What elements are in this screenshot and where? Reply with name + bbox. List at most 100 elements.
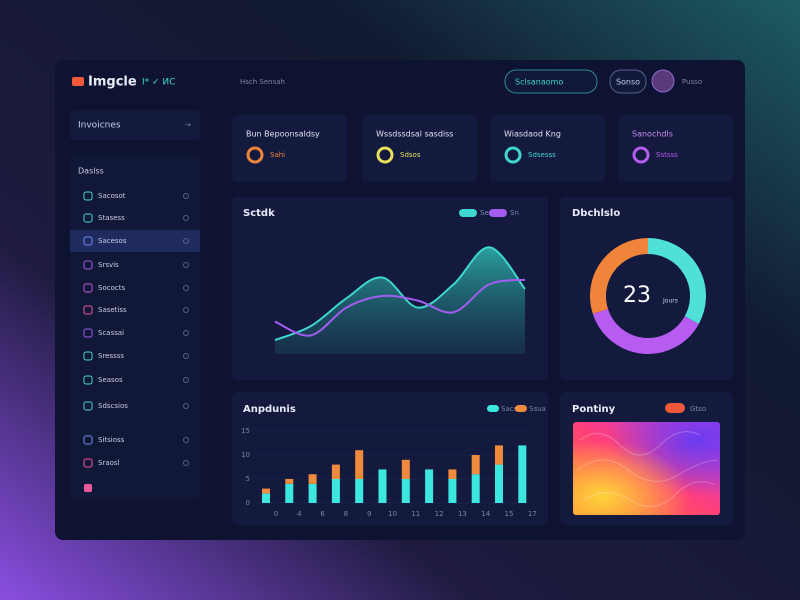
line-series (274, 246, 526, 342)
kpi-card[interactable] (618, 115, 733, 182)
y-tick-label: 5 (246, 475, 250, 483)
bar (308, 474, 317, 484)
search-text: Sclsanaomo (515, 78, 563, 87)
avatar[interactable] (651, 69, 675, 93)
logo-tail: I* ✓ ИС (142, 78, 175, 88)
nav-icon (83, 260, 93, 270)
x-tick-label: 15 (505, 510, 514, 518)
sidebar-top-text: Invoicnes (78, 121, 121, 131)
legend-label: Sn (510, 209, 519, 217)
x-tick-label: 0 (274, 510, 278, 518)
kpi-value: Sdsesss (528, 151, 556, 159)
kpi-title: Wiasdaod Kng (504, 130, 561, 139)
kpi-card[interactable] (490, 115, 605, 182)
bar (471, 474, 480, 503)
logo-icon (72, 77, 84, 86)
line-series (274, 278, 526, 337)
legend-swatch (489, 209, 507, 217)
bar (401, 479, 410, 503)
kpi-card[interactable] (362, 115, 477, 182)
nav-dot (183, 460, 189, 466)
bar (262, 493, 270, 503)
nav-dot (183, 330, 189, 336)
legend-swatch (459, 209, 477, 217)
sidebar-arrow: → (185, 121, 191, 129)
x-tick-label: 10 (388, 510, 397, 518)
bar (448, 479, 457, 503)
legend-label: Ssua (529, 405, 546, 413)
nav-icon (83, 213, 93, 223)
search-box[interactable] (504, 69, 598, 94)
nav-icon (83, 435, 93, 445)
nav-icon (83, 191, 93, 201)
nav-item[interactable]: Scassai (98, 329, 124, 337)
bar (285, 483, 294, 503)
x-tick-label: 9 (367, 510, 371, 518)
nav-icon (83, 305, 93, 315)
y-tick-label: 0 (246, 499, 250, 507)
nav-active (70, 230, 200, 252)
nav-icon (83, 351, 93, 361)
x-tick-label: 8 (344, 510, 348, 518)
nav-item[interactable]: Sressss (98, 352, 124, 360)
nav-item[interactable]: Srsvis (98, 261, 119, 269)
nav-item[interactable]: Sraosl (98, 459, 120, 467)
x-tick-label: 13 (458, 510, 467, 518)
y-tick-label: 15 (241, 427, 250, 435)
bar (355, 479, 364, 503)
bar (471, 455, 480, 475)
x-tick-label: 14 (481, 510, 490, 518)
bar (331, 464, 340, 479)
user-name: Pusso (682, 78, 702, 86)
kpi-title: Bun Bepoonsaldsy (246, 130, 320, 139)
kpi-value: Sahi (270, 151, 285, 159)
sidebar-section: Daslss (78, 167, 104, 176)
kpi-ring (246, 146, 264, 164)
nav-item[interactable]: Sdscsios (98, 402, 128, 410)
nav-icon (83, 375, 93, 385)
x-tick-label: 6 (320, 510, 325, 518)
kpi-value: Sdsos (400, 151, 421, 159)
nav-icon (83, 283, 93, 293)
heatmap-tag: Gtso (690, 405, 706, 413)
logo: Imgcle (88, 75, 137, 90)
kpi-title: Sanochdls (632, 130, 673, 139)
nav-item[interactable]: Sitsioss (98, 436, 125, 444)
nav-item[interactable]: Sacosot (98, 192, 126, 200)
nav-icon (83, 328, 93, 338)
y-tick-label: 10 (241, 451, 250, 459)
x-tick-label: 11 (411, 510, 420, 518)
header-button[interactable] (609, 69, 647, 94)
bar (285, 479, 294, 484)
sidebar-top[interactable] (70, 110, 200, 140)
x-tick-label: 12 (435, 510, 444, 518)
heatmap-title: Pontiny (572, 404, 616, 415)
nav-item[interactable]: Sococts (98, 284, 125, 292)
nav-dot (183, 238, 189, 244)
kpi-ring (504, 146, 522, 164)
nav-dot (183, 215, 189, 221)
heatmap-tag-pill (665, 403, 685, 413)
kpi-card[interactable] (232, 115, 347, 182)
nav-item[interactable]: Sacesos (98, 237, 127, 245)
nav-dot (183, 307, 189, 313)
x-tick-label: 4 (297, 510, 302, 518)
donut-center-sub: Jours (662, 298, 678, 305)
legend-swatch (515, 405, 527, 412)
nav-icon (83, 458, 93, 468)
x-tick-label: 17 (528, 510, 537, 518)
bar (518, 445, 527, 503)
legend-label: Sacs (501, 405, 518, 413)
bar (331, 479, 340, 503)
nav-item[interactable]: Stasess (98, 214, 125, 222)
nav-item[interactable]: Seasos (98, 376, 123, 384)
donut-segment (647, 238, 706, 324)
bar (262, 488, 270, 494)
nav-dot (183, 377, 189, 383)
bar (355, 450, 364, 479)
bar-title: Anpdunis (243, 404, 296, 415)
nav-item[interactable]: Sasetiss (98, 306, 127, 314)
bar (308, 483, 317, 503)
